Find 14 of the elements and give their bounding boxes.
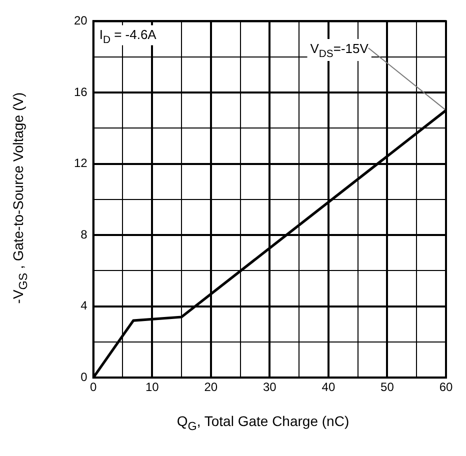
x-tick-label: 40 — [322, 380, 336, 394]
y-tick-label: 4 — [80, 298, 88, 313]
x-tick-label: 50 — [380, 380, 394, 394]
x-tick-label: 10 — [145, 380, 160, 394]
x-axis-title: Q$_{G}$, Total Gate Charge (nC) — [176, 413, 350, 433]
x-tick-label: 0 — [90, 380, 98, 394]
y-tick-label: 8 — [80, 227, 88, 242]
y-tick-label: 20 — [74, 14, 88, 28]
x-tick-label: 20 — [204, 380, 218, 394]
y-tick-label: 12 — [74, 156, 88, 170]
y-tick-label: 0 — [80, 370, 88, 384]
y-tick-label: 16 — [74, 84, 88, 99]
x-tick-label: 30 — [262, 380, 277, 394]
x-tick-label: 60 — [439, 380, 453, 394]
